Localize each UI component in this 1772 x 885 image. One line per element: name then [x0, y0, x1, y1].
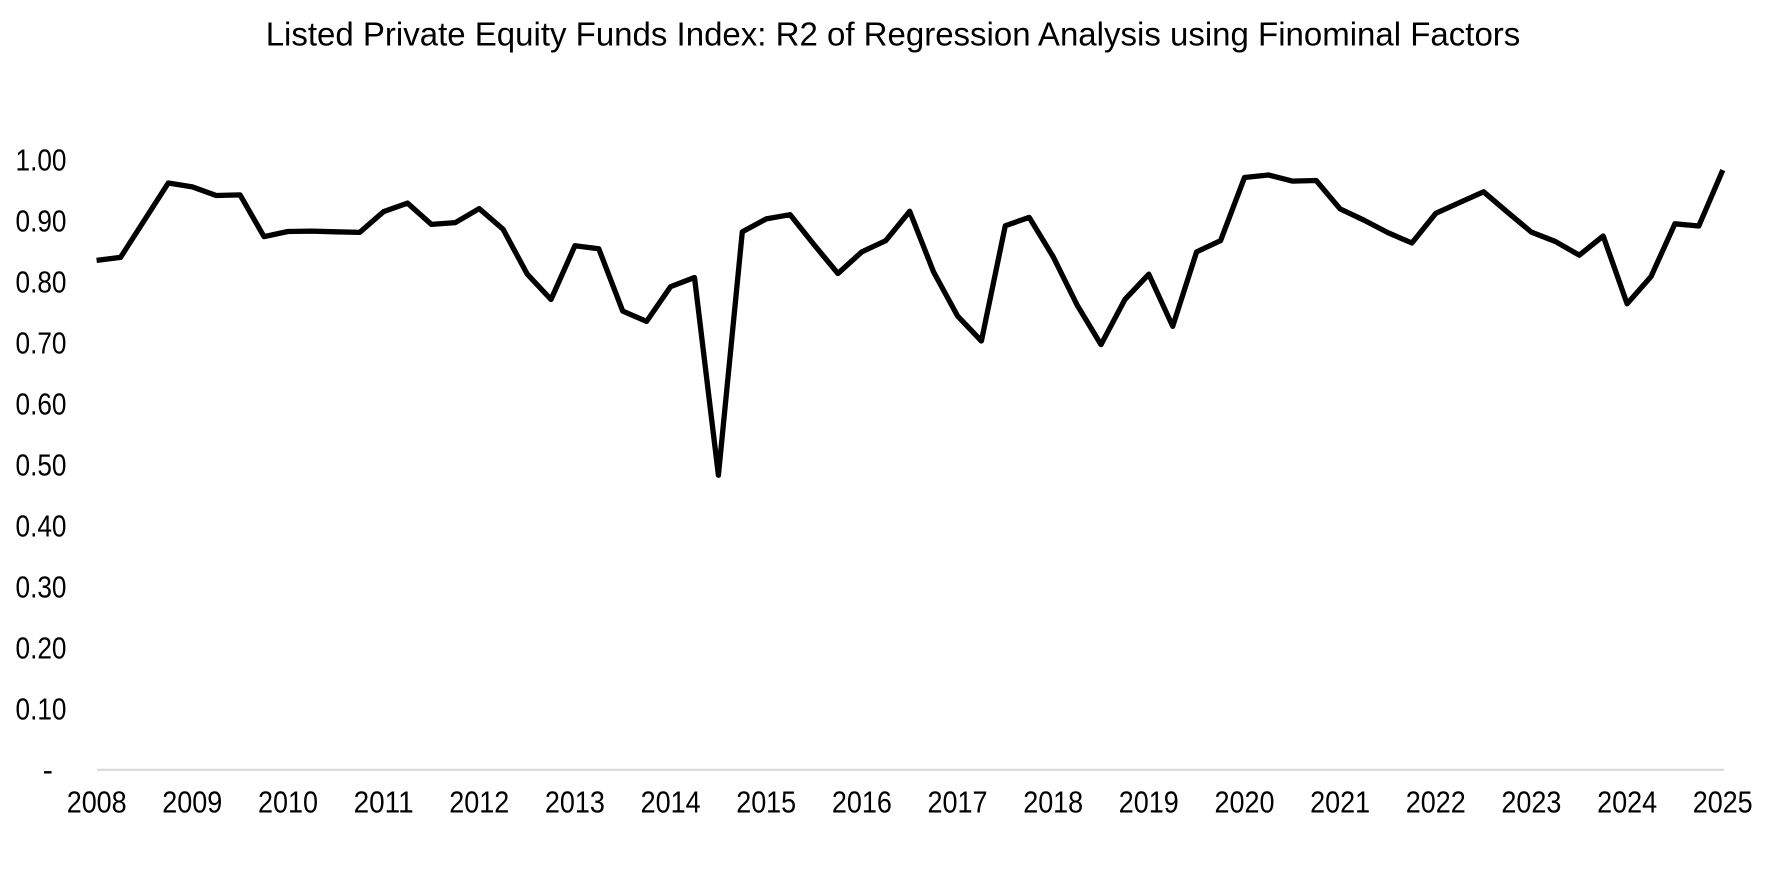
svg-text:0.10: 0.10 — [16, 691, 67, 726]
svg-text:2015: 2015 — [736, 785, 796, 820]
svg-text:2018: 2018 — [1023, 785, 1083, 820]
svg-text:2013: 2013 — [545, 785, 605, 820]
svg-text:2017: 2017 — [928, 785, 988, 820]
svg-text:1.00: 1.00 — [16, 142, 67, 177]
svg-text:2009: 2009 — [162, 785, 222, 820]
svg-text:2023: 2023 — [1501, 785, 1561, 820]
svg-text:2025: 2025 — [1693, 785, 1753, 820]
svg-text:0.40: 0.40 — [16, 508, 67, 543]
svg-text:0.70: 0.70 — [16, 325, 67, 360]
svg-text:0.20: 0.20 — [16, 630, 67, 665]
svg-text:2024: 2024 — [1597, 785, 1657, 820]
svg-text:2020: 2020 — [1215, 785, 1275, 820]
svg-text:0.90: 0.90 — [16, 203, 67, 238]
svg-text:-: - — [43, 753, 53, 788]
svg-text:2010: 2010 — [258, 785, 318, 820]
svg-text:0.80: 0.80 — [16, 264, 67, 299]
svg-text:2022: 2022 — [1406, 785, 1466, 820]
svg-text:2011: 2011 — [354, 785, 414, 820]
svg-text:0.60: 0.60 — [16, 386, 67, 421]
svg-text:2008: 2008 — [67, 785, 127, 820]
svg-text:0.50: 0.50 — [16, 447, 67, 482]
svg-text:2019: 2019 — [1119, 785, 1179, 820]
svg-text:2021: 2021 — [1310, 785, 1370, 820]
svg-text:2016: 2016 — [832, 785, 892, 820]
svg-text:Listed Private Equity Funds In: Listed Private Equity Funds Index: R2 of… — [266, 16, 1521, 53]
svg-text:2014: 2014 — [641, 785, 701, 820]
svg-text:2012: 2012 — [449, 785, 509, 820]
svg-text:0.30: 0.30 — [16, 569, 67, 604]
